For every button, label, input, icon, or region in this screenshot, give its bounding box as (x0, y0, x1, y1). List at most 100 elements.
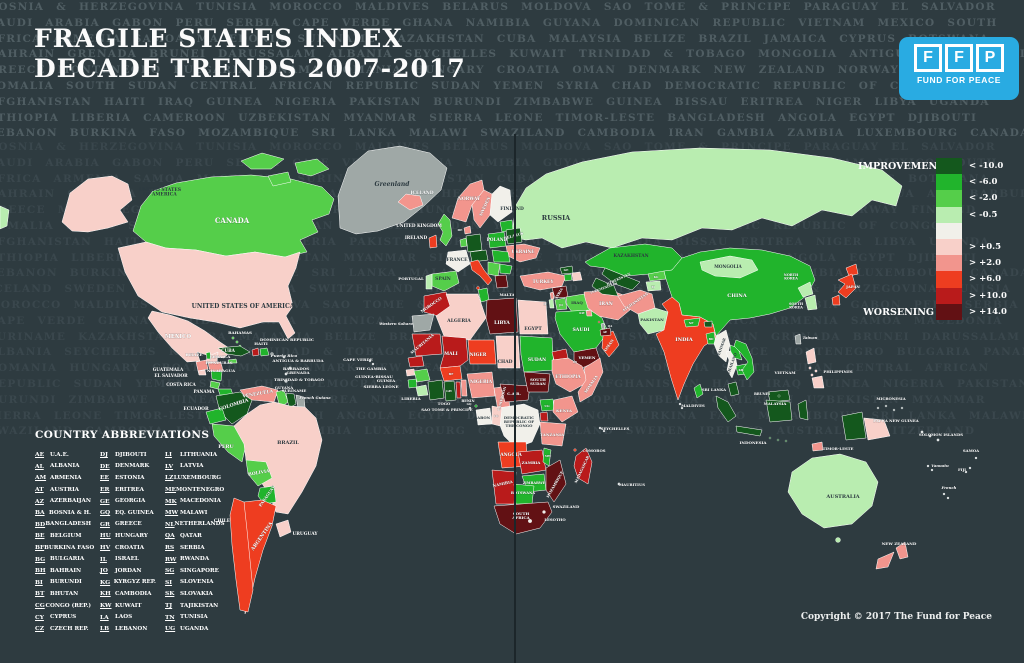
country-label-yemen: YEMEN (577, 355, 595, 360)
country-label-uganda: UG (544, 404, 550, 408)
country-label-mali: MALI (444, 352, 457, 357)
country-dot-australia (835, 537, 841, 543)
abbreviation-row: AZ AZERBAIJAN (35, 495, 91, 507)
abbreviation-row: KG KYRGYZ REP. (100, 577, 156, 589)
title-line-2: DECADE TRENDS 2007-2017 (34, 54, 466, 83)
country-burkina (439, 365, 463, 382)
country-costa_rica (209, 380, 221, 390)
abbreviation-name: LITHUANIA (180, 451, 218, 458)
country-label-new_zealand: NEW ZEALAND (882, 541, 917, 546)
country-label-sao_tome: SAO TOME & PRINCIPE (421, 407, 473, 412)
abbreviation-name: MONTENEGRO (176, 486, 225, 493)
abbreviation-row: MW MALAWI (165, 507, 221, 519)
country-label-syria: SYRIA (554, 287, 564, 300)
abbreviation-row: ME MONTENEGRO (165, 484, 225, 496)
country-qatar (600, 322, 606, 330)
country-myanmar (713, 329, 731, 363)
country-congo_rep (491, 405, 503, 427)
abbreviation-name: CZECH REP. (50, 625, 89, 632)
country-dot-seychelles (602, 429, 606, 433)
country-usa (117, 241, 301, 340)
legend-scale: < -10.0 < -6.0 < -2.0 < -0.5 > +0.5 > +2.0 > +… (936, 158, 1007, 320)
abbreviation-row: HU HUNGARY (100, 530, 156, 542)
abbreviation-name: JORDAN (115, 567, 142, 574)
country-benelux (459, 237, 468, 248)
abbreviation-row: AT AUSTRIA (35, 484, 91, 496)
country-label-pakistan: PAKISTAN (640, 317, 664, 322)
country-label-guinea: GUINEA (377, 378, 396, 383)
abbreviation-name: TUNISIA (180, 614, 208, 621)
country-label-uae: AE (602, 330, 607, 334)
country-label-iran: IRAN (599, 301, 614, 307)
country-label-malaysia: MALAYSIA (764, 401, 787, 406)
abbreviation-name: SLOVENIA (180, 579, 214, 586)
country-label-norway: NORWAY (458, 197, 481, 202)
legend-entry: > +6.0 (936, 271, 1007, 288)
country-belize (205, 351, 212, 360)
country-label-zambia: ZAMBIA (522, 460, 542, 465)
country-label-uk: UNITED KINGDOM (396, 223, 442, 228)
country-kenya (552, 395, 579, 423)
country-label-benin: BENIN (461, 399, 474, 403)
country-label-jamaica: JAMAICA (209, 354, 232, 359)
abbreviation-name: LUXEMBOURG (173, 474, 221, 481)
legend-swatch-r4 (936, 287, 962, 304)
country-label-timor: TIMOR-LESTE (823, 446, 854, 451)
legend-value-label: < -0.5 (969, 209, 998, 220)
abbreviation-name: ERITREA (115, 486, 144, 493)
country-label-angola: ANGOLA (499, 453, 522, 458)
legend-worsening-label: WORSENING (863, 307, 934, 318)
ffp-logo-letter: F (914, 44, 942, 72)
country-label-france: FRANCE (446, 258, 468, 263)
country-label-dominican_republic: DOMINICAN REPUBLIC (260, 337, 314, 342)
abbreviation-row: KH CAMBODIA (100, 588, 156, 600)
country-label-vanuatu: Vanuatu (931, 463, 949, 468)
country-label-bolivia: BOLIVIA (248, 469, 271, 478)
country-philippines (811, 375, 825, 389)
country-label-brazil: BRAZIL (277, 440, 299, 446)
abbreviation-code: LI (165, 451, 172, 459)
country-somalia (577, 357, 604, 403)
abbreviation-row: LB LEBANON (100, 623, 156, 635)
country-egypt (517, 299, 549, 335)
country-label-samoa: SAMOA (963, 448, 979, 453)
abbreviation-name: EQ. GUINEA (115, 509, 154, 516)
country-tanzania (539, 421, 567, 447)
country-dot-brunei (777, 394, 781, 398)
country-jordan (554, 297, 568, 311)
country-label-israel: IL (543, 302, 546, 306)
country-dot-swaziland (542, 510, 546, 514)
abbreviation-code: AE (35, 451, 45, 459)
abbreviation-row: GQ EQ. GUINEA (100, 507, 156, 519)
country-sudan (519, 335, 555, 373)
country-png (863, 417, 891, 441)
ffp-logo-caption: FUND FOR PEACE (917, 75, 1001, 85)
country-el_salvador (197, 369, 207, 376)
abbreviation-code: LV (165, 462, 174, 470)
abbreviation-code: AM (35, 474, 47, 482)
country-dot-micronesia (876, 406, 880, 410)
country-madagascar (573, 447, 593, 485)
country-label-thailand: THAILAND (726, 353, 737, 375)
country-label-denmark: DE (458, 228, 464, 232)
country-ethiopia (551, 357, 589, 393)
legend-entry: > +10.0 (936, 287, 1007, 304)
country-label-kuwait: KW (579, 311, 585, 315)
country-label-cuba: CUBA (221, 348, 236, 353)
abbreviation-code: LZ (165, 474, 174, 482)
abbreviation-name: SINGAPORE (180, 567, 219, 574)
country-label-iraq: IRAQ (571, 300, 583, 305)
abbreviation-name: ALBANIA (50, 463, 80, 470)
country-finland (489, 185, 513, 223)
country-canada (294, 158, 330, 177)
country-indonesia (765, 399, 793, 423)
page-title: FRAGILE STATES INDEX DECADE TRENDS 2007-… (34, 24, 466, 84)
country-shapes (0, 145, 978, 615)
abbreviation-row: SG SINGAPORE (165, 565, 221, 577)
country-dot-sao_tome (468, 406, 472, 410)
country-turkmenistan (591, 277, 619, 297)
legend-entry: > +0.5 (936, 238, 1007, 256)
abbreviation-row: NL NETHERLANDS (165, 519, 225, 531)
